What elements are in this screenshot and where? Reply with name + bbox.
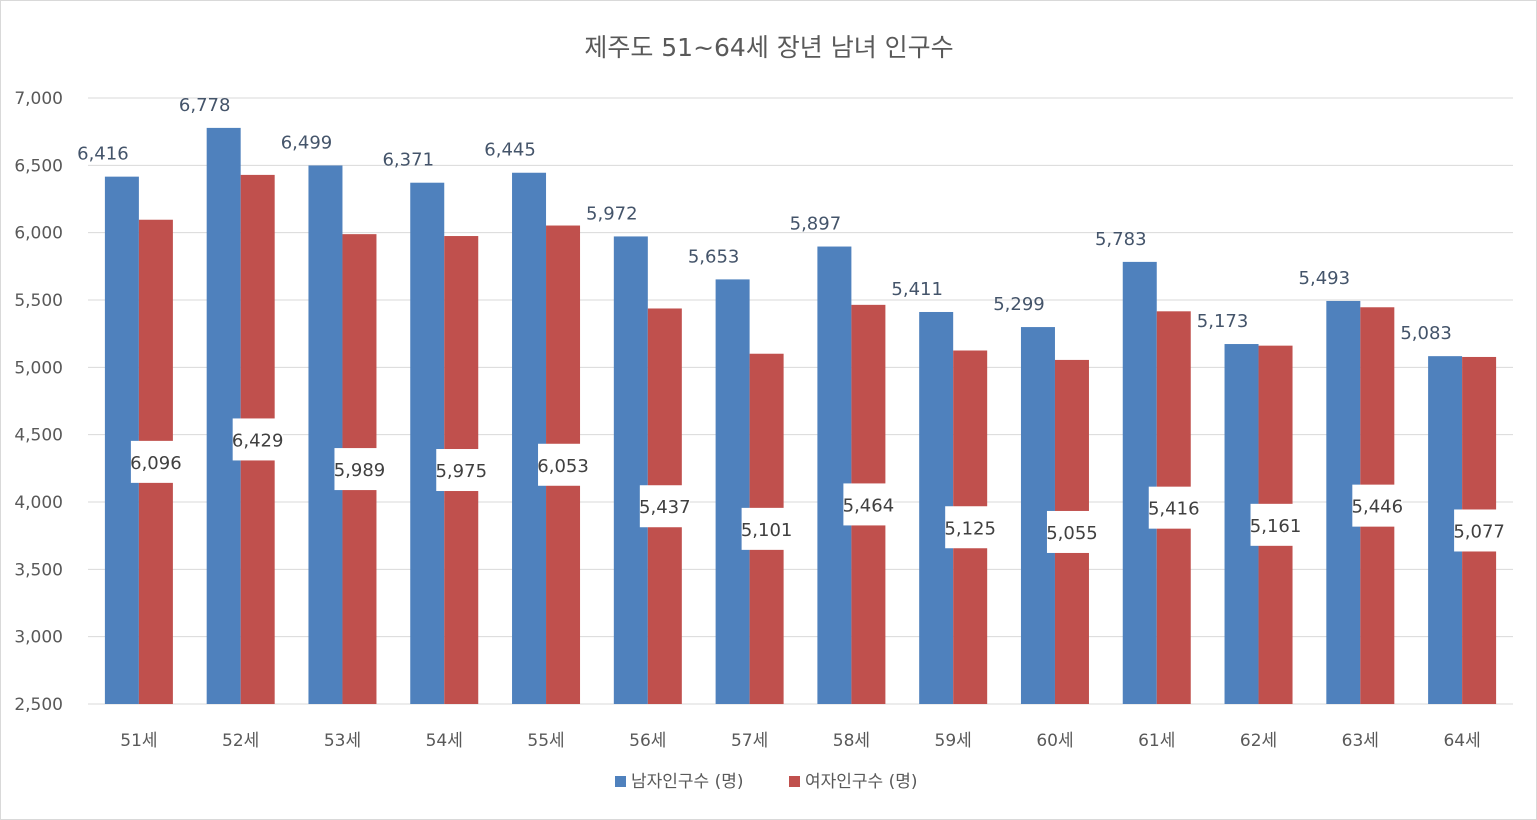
x-axis: 51세 52세 53세 54세 55세 56세 57세 58세 59세 60세 61세 62세 63세 6… (120, 731, 1480, 751)
data-label-male: 5,653 (688, 246, 740, 267)
bar-male (104, 176, 139, 705)
x-tick-label: 64세 (1443, 731, 1480, 751)
data-label-male: 5,897 (790, 214, 842, 235)
data-label-male: 6,778 (179, 95, 231, 116)
data-label-box (232, 418, 283, 461)
data-label-box (1352, 484, 1403, 527)
data-label-female: 6,053 (537, 456, 589, 477)
x-tick-label: 56세 (629, 731, 666, 751)
legend-label: 남자인구수 (명) (631, 772, 744, 792)
data-label-male: 5,299 (993, 294, 1045, 315)
data-label-box (1250, 503, 1301, 546)
legend-swatch (615, 776, 626, 787)
data-label-female: 5,975 (435, 461, 487, 482)
x-tick-label: 55세 (527, 731, 564, 751)
bar-male (1122, 261, 1157, 704)
x-tick-label: 51세 (120, 731, 157, 751)
legend-label: 여자인구수 (명) (805, 772, 918, 792)
data-label-male: 6,499 (281, 132, 333, 153)
data-label-box (1046, 510, 1097, 553)
x-tick-label: 57세 (731, 731, 768, 751)
x-tick-label: 53세 (324, 731, 361, 751)
data-labels: 6,416 6,096 6,778 6,429 6,499 5,989 6,371 5,975… (77, 95, 1505, 553)
data-label-male: 5,173 (1197, 311, 1249, 332)
x-tick-label: 62세 (1240, 731, 1277, 751)
data-label-male: 6,445 (484, 140, 536, 161)
y-tick-label: 5,000 (14, 358, 63, 378)
data-label-female: 5,055 (1046, 523, 1098, 544)
x-tick-label: 59세 (935, 731, 972, 751)
bar-male (817, 246, 852, 704)
data-label-box (334, 448, 385, 491)
data-label-box (1148, 486, 1199, 529)
data-label-box (945, 506, 996, 549)
data-label-female: 5,464 (843, 495, 895, 516)
bar-male (206, 127, 241, 704)
data-label-female: 5,125 (944, 518, 996, 539)
gridlines (88, 97, 1513, 705)
data-label-box (1454, 509, 1505, 552)
data-label-box (436, 449, 487, 492)
y-tick-label: 2,500 (14, 695, 63, 715)
data-label-box (538, 443, 589, 486)
x-tick-label: 60세 (1036, 731, 1073, 751)
data-label-female: 6,096 (130, 453, 182, 474)
data-label-box (741, 507, 792, 550)
legend: 남자인구수 (명) 여자인구수 (명) (615, 772, 918, 792)
data-label-male: 5,783 (1095, 229, 1147, 250)
data-label-female: 5,161 (1250, 516, 1302, 537)
data-label-female: 5,446 (1352, 497, 1404, 518)
x-tick-label: 63세 (1342, 731, 1379, 751)
y-axis: 2,500 3,000 3,500 4,000 4,500 5,000 5,500 6,000… (14, 89, 63, 715)
chart-title: 제주도 51~64세 장년 남녀 인구수 (584, 33, 953, 62)
data-label-box (639, 485, 690, 528)
data-label-male: 5,411 (891, 279, 943, 300)
y-tick-label: 7,000 (14, 89, 63, 109)
data-label-box (130, 440, 181, 483)
data-label-box (843, 483, 894, 526)
bar-male (308, 165, 343, 704)
y-tick-label: 6,500 (14, 156, 63, 176)
data-label-female: 6,429 (232, 430, 284, 451)
x-tick-label: 54세 (426, 731, 463, 751)
data-label-male: 6,416 (77, 144, 129, 165)
legend-swatch (789, 776, 800, 787)
data-label-female: 5,989 (334, 460, 386, 481)
data-label-male: 5,493 (1299, 268, 1351, 289)
data-label-female: 5,077 (1453, 521, 1505, 542)
y-tick-label: 5,500 (14, 291, 63, 311)
bar-male (613, 236, 648, 705)
data-label-male: 5,083 (1400, 323, 1452, 344)
x-tick-label: 58세 (833, 731, 870, 751)
y-tick-label: 3,000 (14, 628, 63, 648)
bar-male (410, 182, 445, 705)
data-label-male: 5,972 (586, 203, 638, 224)
bar-male (512, 172, 547, 705)
x-tick-label: 61세 (1138, 731, 1175, 751)
data-label-female: 5,101 (741, 520, 793, 541)
data-label-male: 6,371 (382, 150, 434, 171)
y-tick-label: 3,500 (14, 560, 63, 580)
y-tick-label: 4,000 (14, 493, 63, 513)
y-tick-label: 6,000 (14, 224, 63, 244)
bar-male (715, 279, 750, 704)
data-label-female: 5,437 (639, 497, 691, 518)
x-tick-label: 52세 (222, 731, 259, 751)
y-tick-label: 4,500 (14, 426, 63, 446)
data-label-female: 5,416 (1148, 499, 1200, 520)
